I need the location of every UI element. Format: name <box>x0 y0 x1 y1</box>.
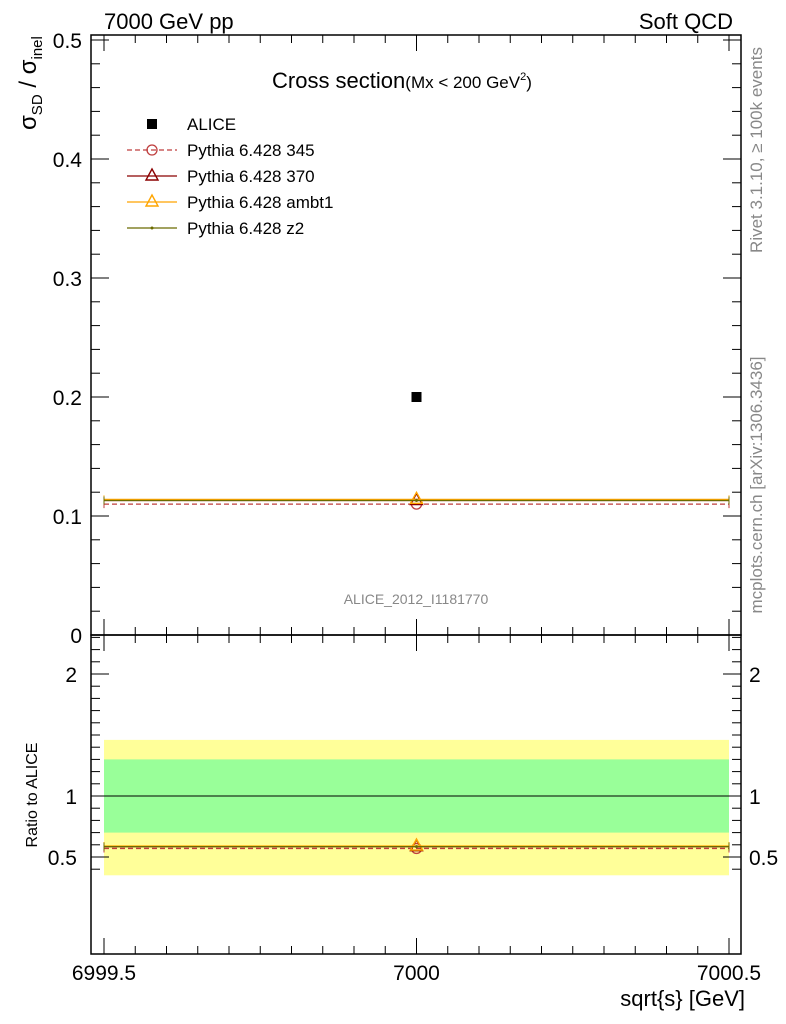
header-left: 7000 GeV pp <box>104 9 234 34</box>
ylabel-sigma: σ <box>15 115 42 130</box>
main-y-tick-label: 0.5 <box>53 30 82 53</box>
main-y-tick-label: 0.3 <box>53 268 82 291</box>
ratio-pythia-6-428-z2-marker-dot <box>415 845 418 849</box>
ratio-ylabel: Ratio to ALICE <box>24 743 41 848</box>
main-subtitle: (Mx < 200 GeV <box>405 73 520 92</box>
x-tick-label: 6999.5 <box>72 962 136 985</box>
analysis-id: ALICE_2012_I1181770 <box>344 591 489 607</box>
ratio-panel: 6999.5 7000 7000.5 0.5 0.5 1 1 2 2 <box>48 634 778 985</box>
main-alice-marker-square <box>411 392 422 402</box>
main-panel: 0 0.1 0.2 0.3 0.4 0.5 ALICE Pythia 6.428 345 Pyt… <box>53 30 742 648</box>
main-title: Cross section(Mx < 200 GeV2) <box>272 68 532 93</box>
main-y-tick-label: 0.2 <box>53 387 82 410</box>
legend-pythia-6-428-ambt1-label: Pythia 6.428 ambt1 <box>187 193 333 212</box>
legend-pythia-6-428-345-marker-circle <box>146 144 158 156</box>
ratio-y-tick-label-right: 2 <box>749 664 761 687</box>
legend-alice-marker-square <box>147 119 157 129</box>
legend-pythia-6-428-z2-label: Pythia 6.428 z2 <box>187 219 304 238</box>
x-axis-label: sqrt{s} [GeV] <box>620 986 745 1011</box>
mcplots-label: mcplots.cern.ch [arXiv:1306.3436] <box>747 356 766 613</box>
header-right: Soft QCD <box>639 9 733 34</box>
main-pythia-6-428-z2-marker-dot <box>415 499 418 503</box>
legend-alice-label: ALICE <box>187 115 236 134</box>
rivet-label: Rivet 3.1.10, ≥ 100k events <box>747 47 766 253</box>
ratio-pythia-6-428-ambt1-marker-triangle <box>409 837 424 851</box>
main-pythia-6-428-ambt1-marker-triangle <box>409 490 424 505</box>
legend-pythia-6-428-z2-marker-dot <box>150 226 154 230</box>
main-y-tick-label: 0.1 <box>53 506 82 529</box>
x-tick-label: 7000.5 <box>697 962 761 985</box>
main-subtitle-sup: 2 <box>520 71 526 83</box>
main-y-tick-label: 0.4 <box>53 149 83 172</box>
legend-pythia-6-428-345-label: Pythia 6.428 345 <box>187 141 315 160</box>
ratio-y-tick-label-right: 0.5 <box>749 847 778 870</box>
legend-pythia-6-428-370-label: Pythia 6.428 370 <box>187 167 315 186</box>
ylabel-sub1: SD <box>29 94 46 115</box>
main-subtitle-end: ) <box>526 73 532 92</box>
main-ylabel: σSD / σinel <box>15 36 46 130</box>
legend-pythia-6-428-370-marker-triangle <box>144 167 160 181</box>
ratio-y-tick-label-left: 1 <box>65 786 77 809</box>
ratio-y-tick-label-left: 2 <box>65 664 77 687</box>
main-y-tick-label: 0 <box>70 625 82 648</box>
ratio-y-tick-label-left: 0.5 <box>48 847 77 870</box>
legend-pythia-6-428-ambt1-marker-triangle <box>144 193 160 207</box>
ylabel-sep: / σ <box>15 59 42 94</box>
ylabel-sub2: inel <box>29 36 46 59</box>
main-title-text: Cross section <box>272 68 405 93</box>
x-tick-label: 7000 <box>393 962 440 985</box>
ratio-y-tick-label-right: 1 <box>749 786 761 809</box>
legend: ALICE Pythia 6.428 345 Pythia 6.428 370 Pyt… <box>127 115 333 238</box>
